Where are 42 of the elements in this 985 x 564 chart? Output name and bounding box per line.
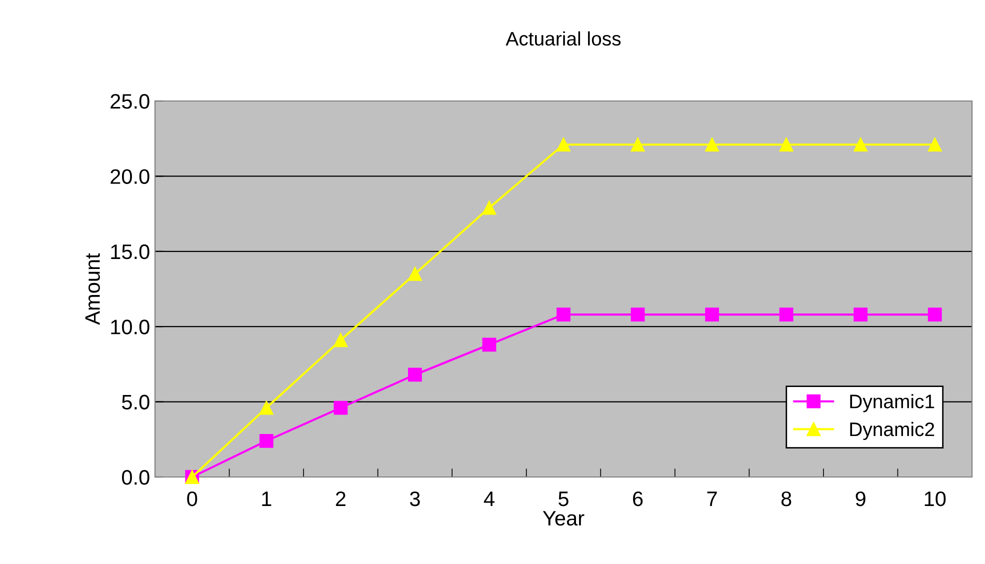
y-axis-title: Amount [85,253,100,325]
point [408,267,422,281]
x-tick-label: 5 [558,492,568,506]
x-axis-title: Year [542,511,584,526]
x-tick-label: 8 [781,491,792,506]
point [854,138,868,152]
point [630,308,645,322]
point [556,138,570,152]
y-tick-label: 25.0 [110,94,150,109]
chart-title: Actuarial loss [506,31,621,46]
y-tick-label: 0.0 [122,470,150,485]
point [779,138,794,152]
point [928,138,942,152]
point [854,308,868,322]
x-tick-label: 6 [633,491,643,506]
y-tick-label: 10.0 [111,320,150,334]
point [705,308,719,322]
point [928,308,942,322]
x-tick-label: 7 [707,492,717,506]
x-tick-label: 2 [336,491,346,506]
point [334,333,348,348]
y-tick-label: 5.0 [122,394,150,410]
point [779,308,794,322]
point [259,400,274,415]
point [556,308,570,322]
legend-label: Dynamic2 [850,422,934,440]
x-tick-label: 3 [410,491,420,506]
y-tick-label: 15.0 [111,244,150,260]
point [630,138,645,152]
x-tick-label: 10 [924,491,946,506]
x-tick-label: 1 [262,492,272,506]
point [408,368,422,382]
point [334,400,348,415]
point [482,200,496,215]
point [259,434,274,448]
y-tick-label: 20.0 [110,169,150,184]
legend-label: Dynamic1 [850,394,934,412]
point [482,338,496,352]
x-tick-label: 4 [484,492,494,506]
point [705,138,719,152]
x-tick-label: 9 [856,491,866,506]
x-tick-label: 0 [187,491,198,506]
